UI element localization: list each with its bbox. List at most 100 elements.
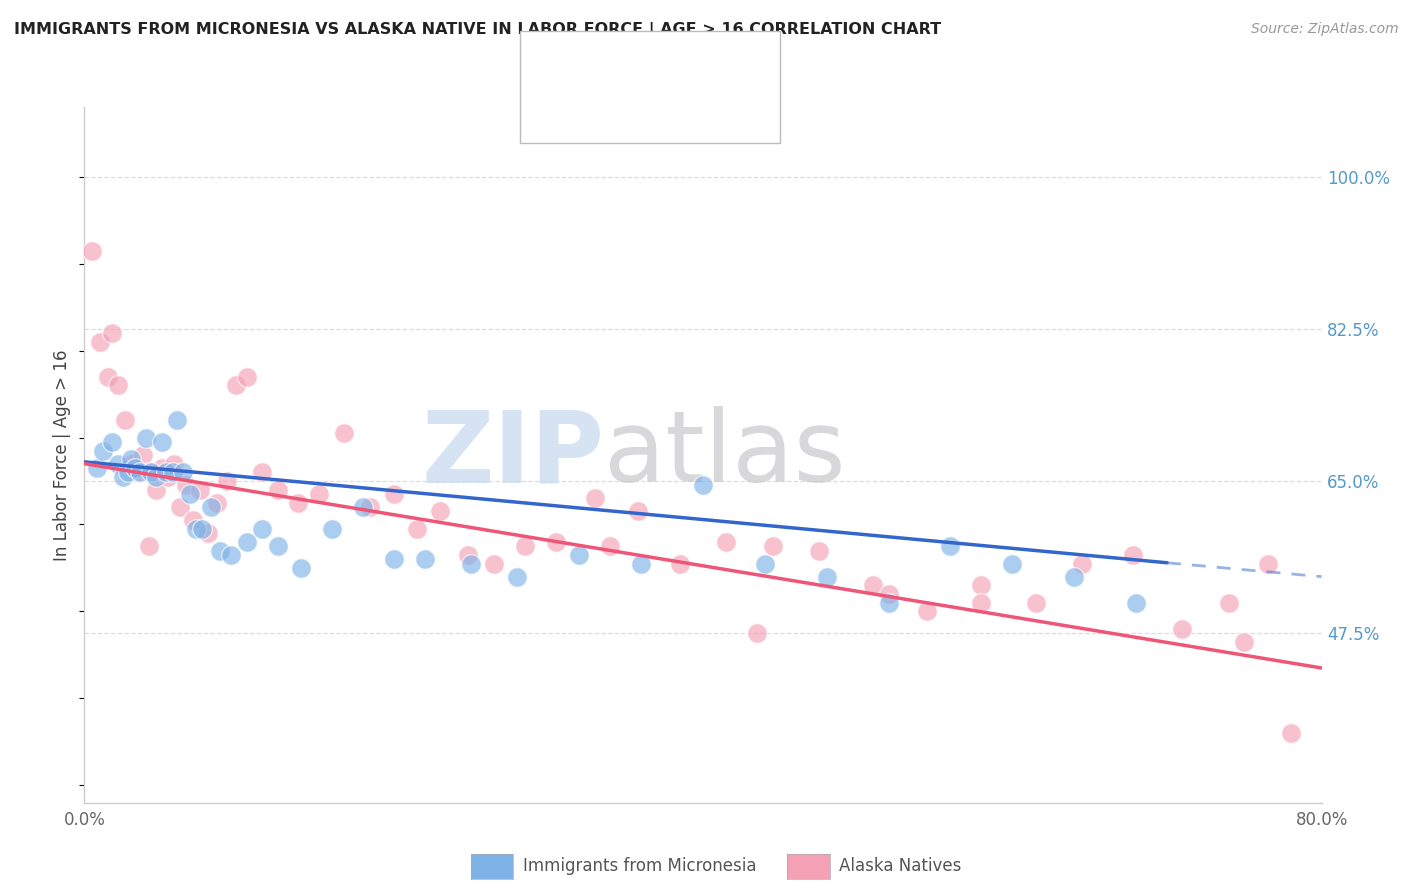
Point: [236, 535, 259, 549]
Point: [460, 557, 482, 571]
Text: R =: R =: [581, 48, 617, 66]
Point: [352, 500, 374, 514]
Point: [117, 466, 139, 480]
Text: N =: N =: [672, 108, 720, 126]
Text: N =: N =: [672, 48, 720, 66]
Point: [101, 326, 124, 341]
Point: [506, 570, 529, 584]
Point: [129, 466, 152, 480]
Point: [917, 605, 939, 619]
Point: [877, 596, 900, 610]
Point: [169, 500, 191, 514]
Point: [172, 466, 194, 480]
Point: [413, 552, 436, 566]
Point: [669, 557, 692, 571]
Point: [252, 522, 274, 536]
Point: [484, 557, 506, 571]
Point: [762, 539, 785, 553]
Point: [333, 426, 356, 441]
Point: [150, 461, 173, 475]
Point: [120, 457, 142, 471]
Point: [429, 504, 451, 518]
Point: [877, 587, 900, 601]
Point: [862, 578, 884, 592]
Y-axis label: In Labor Force | Age > 16: In Labor Force | Age > 16: [53, 349, 72, 561]
Text: R =: R =: [581, 108, 617, 126]
Point: [138, 539, 160, 553]
Point: [716, 535, 738, 549]
Point: [139, 466, 162, 480]
Text: 58: 58: [707, 108, 730, 126]
Point: [181, 513, 204, 527]
Point: [627, 504, 650, 518]
Point: [91, 443, 114, 458]
Point: [112, 469, 135, 483]
Point: [209, 543, 232, 558]
Point: [156, 469, 179, 483]
Point: [132, 448, 155, 462]
Point: [114, 413, 136, 427]
Point: [124, 461, 146, 475]
Point: [406, 522, 429, 536]
Point: [583, 491, 606, 506]
Point: [150, 434, 173, 449]
Point: [1171, 622, 1194, 636]
Point: [970, 596, 993, 610]
Point: [197, 526, 219, 541]
Point: [382, 487, 405, 501]
Text: atlas: atlas: [605, 407, 845, 503]
Point: [1218, 596, 1240, 610]
Point: [138, 466, 160, 480]
Point: [200, 500, 222, 514]
Text: Source: ZipAtlas.com: Source: ZipAtlas.com: [1251, 22, 1399, 37]
Point: [546, 535, 568, 549]
Point: [1125, 596, 1147, 610]
Point: [89, 334, 111, 349]
Text: 43: 43: [707, 48, 731, 66]
Point: [287, 496, 309, 510]
Point: [1001, 557, 1024, 571]
Point: [808, 543, 831, 558]
Point: [179, 487, 201, 501]
Point: [939, 539, 962, 553]
Point: [145, 483, 167, 497]
Point: [1279, 726, 1302, 740]
Point: [97, 369, 120, 384]
Text: -0.386: -0.386: [612, 108, 671, 126]
Point: [166, 413, 188, 427]
Point: [188, 483, 212, 497]
Point: [221, 548, 243, 562]
Point: [120, 452, 142, 467]
Point: [1025, 596, 1047, 610]
Point: [107, 378, 129, 392]
Text: ZIP: ZIP: [422, 407, 605, 503]
Text: Immigrants from Micronesia: Immigrants from Micronesia: [523, 857, 756, 875]
Point: [107, 457, 129, 471]
Text: Alaska Natives: Alaska Natives: [839, 857, 962, 875]
Point: [630, 557, 652, 571]
Point: [82, 244, 104, 258]
Point: [252, 466, 274, 480]
Point: [754, 557, 776, 571]
Text: IMMIGRANTS FROM MICRONESIA VS ALASKA NATIVE IN LABOR FORCE | AGE > 16 CORRELATIO: IMMIGRANTS FROM MICRONESIA VS ALASKA NAT…: [14, 22, 941, 38]
Point: [184, 522, 207, 536]
Point: [86, 461, 108, 475]
Point: [215, 474, 238, 488]
Point: [163, 457, 186, 471]
Point: [568, 548, 591, 562]
Point: [267, 539, 290, 553]
Point: [1257, 557, 1279, 571]
Point: [125, 466, 148, 480]
Point: [1233, 635, 1256, 649]
Point: [207, 496, 229, 510]
Point: [191, 522, 214, 536]
Point: [321, 522, 343, 536]
Point: [457, 548, 479, 562]
Point: [176, 478, 198, 492]
Point: [308, 487, 330, 501]
Point: [162, 466, 184, 480]
Point: [101, 434, 124, 449]
Point: [1122, 548, 1144, 562]
Point: [290, 561, 312, 575]
Point: [747, 626, 769, 640]
